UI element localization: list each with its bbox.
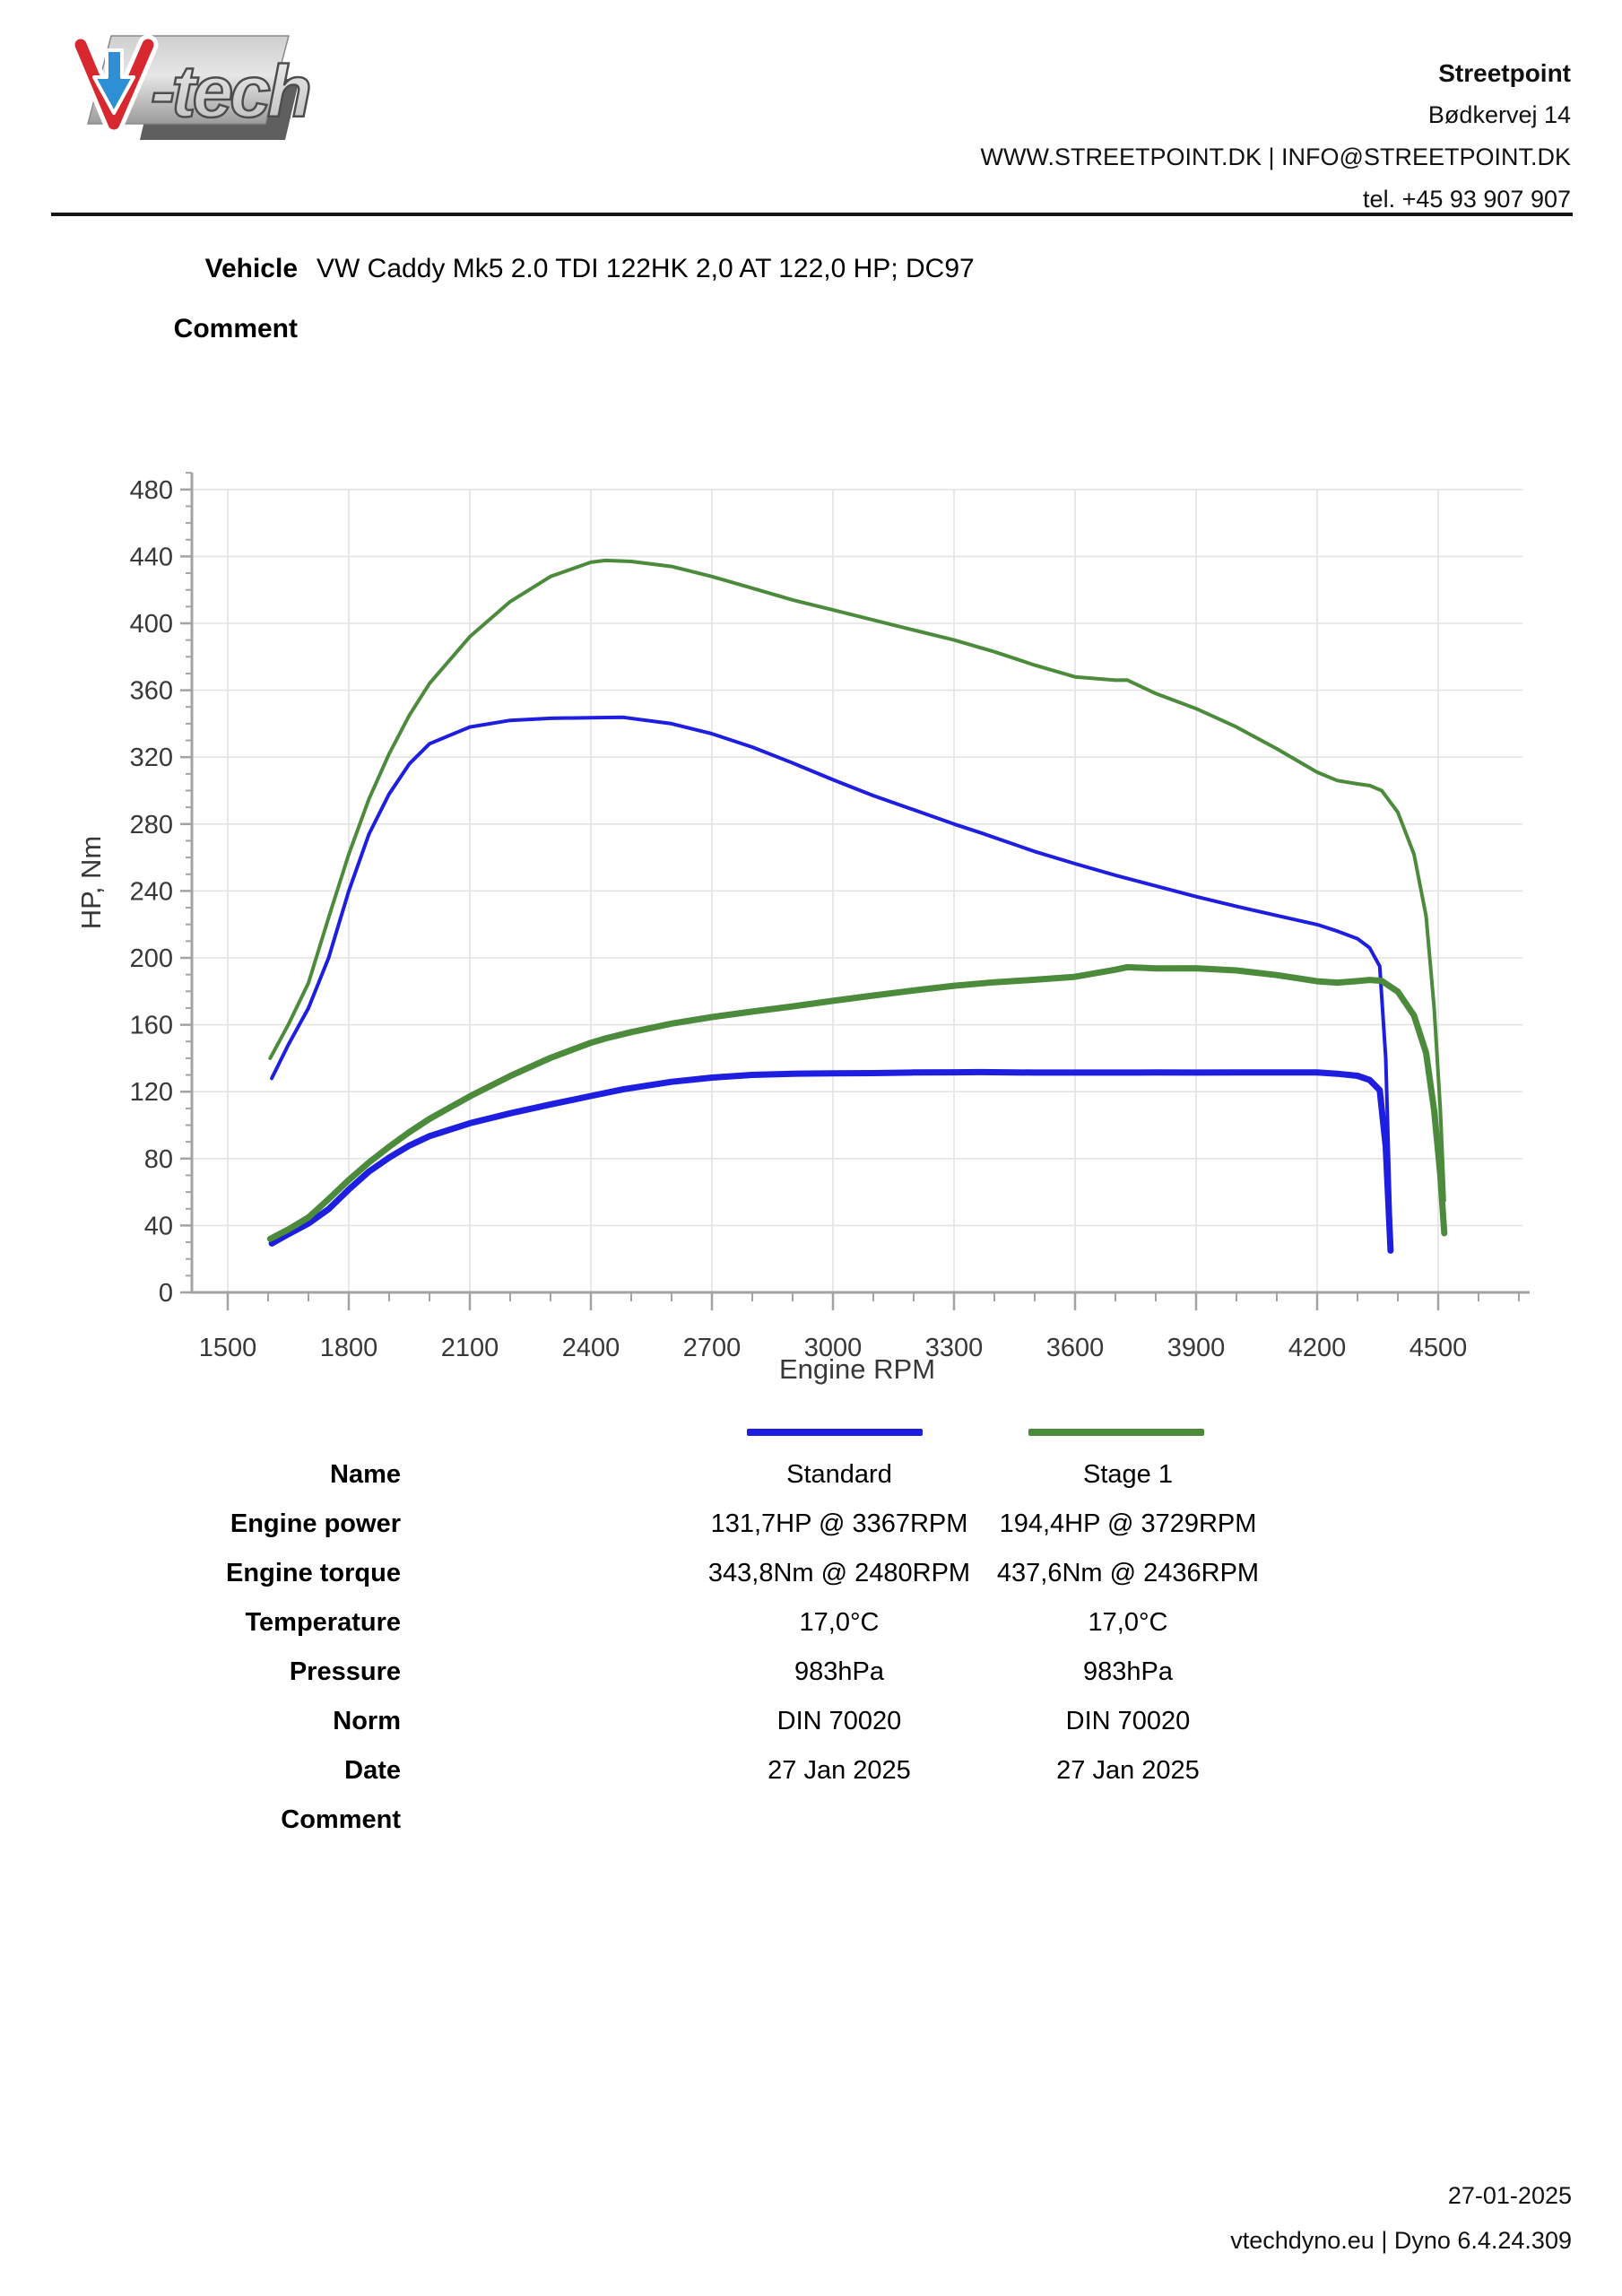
row-label: Engine power — [230, 1509, 401, 1538]
row-label: Norm — [333, 1707, 401, 1735]
standard-norm: DIN 70020 — [776, 1707, 902, 1735]
y-tick-label: 360 — [130, 677, 173, 706]
table-row: Temperature 17,0°C 17,0°C — [0, 1598, 1622, 1648]
row-label: Date — [344, 1756, 401, 1785]
series-standard-torque-line — [270, 715, 1392, 1228]
y-tick-label: 0 — [159, 1279, 173, 1308]
standard-date: 27 Jan 2025 — [768, 1756, 911, 1785]
y-tick-label: 80 — [144, 1145, 173, 1174]
standard-pressure: 983hPa — [794, 1657, 884, 1686]
company-web-email: WWW.STREETPOINT.DK | INFO@STREETPOINT.DK — [980, 144, 1571, 170]
footer-date: 27-01-2025 — [1447, 2182, 1572, 2209]
y-tick-label: 120 — [130, 1078, 173, 1107]
table-row: Comment — [0, 1796, 1622, 1845]
stage1-comment — [922, 1796, 1334, 1845]
x-axis-title: Engine RPM — [779, 1353, 935, 1385]
standard-temperature: 17,0°C — [799, 1608, 880, 1637]
stage1-name: Stage 1 — [1083, 1460, 1173, 1489]
legend-swatch-standard — [747, 1429, 923, 1436]
table-row: Engine power 131,7HP @ 3367RPM 194,4HP @… — [0, 1500, 1622, 1549]
table-row: Engine torque 343,8Nm @ 2480RPM 437,6Nm … — [0, 1549, 1622, 1598]
x-tick-label: 3300 — [925, 1334, 984, 1362]
y-axis-title: HP, Nm — [75, 836, 107, 930]
y-tick-label: 320 — [130, 744, 173, 772]
footer: 27-01-2025 vtechdyno.eu | Dyno 6.4.24.30… — [1230, 2173, 1572, 2263]
stage1-norm: DIN 70020 — [1065, 1707, 1191, 1735]
footer-app-version: vtechdyno.eu | Dyno 6.4.24.309 — [1230, 2227, 1572, 2254]
row-label: Temperature — [245, 1608, 401, 1637]
x-tick-label: 3000 — [804, 1334, 863, 1362]
logo-text: -tech — [151, 51, 309, 133]
table-row: Pressure 983hPa 983hPa — [0, 1648, 1622, 1697]
table-row: Name Standard Stage 1 — [0, 1450, 1622, 1500]
x-tick-label: 1500 — [199, 1334, 257, 1362]
company-name: Streetpoint — [1438, 59, 1571, 87]
vehicle-label: Vehicle — [204, 254, 298, 283]
row-label: Name — [330, 1460, 401, 1489]
y-tick-label: 240 — [130, 877, 173, 906]
y-tick-label: 200 — [130, 944, 173, 973]
standard-power: 131,7HP @ 3367RPM — [710, 1509, 968, 1538]
legend-swatch-stage1 — [1028, 1429, 1204, 1436]
stage1-temperature: 17,0°C — [1088, 1608, 1168, 1637]
x-tick-label: 1800 — [320, 1334, 378, 1362]
x-tick-label: 4200 — [1288, 1334, 1347, 1362]
stage1-date: 27 Jan 2025 — [1056, 1756, 1200, 1785]
row-label: Pressure — [289, 1657, 401, 1686]
spec-table: Name Standard Stage 1 Engine power 131,7… — [0, 1450, 1622, 1845]
series-stage-1-power-line — [266, 963, 1448, 1242]
x-tick-label: 3600 — [1046, 1334, 1105, 1362]
company-phone: tel. +45 93 907 907 — [1363, 186, 1571, 213]
header-divider — [51, 213, 1573, 216]
logo-v-arrow-icon — [70, 34, 159, 135]
x-tick-label: 2100 — [441, 1334, 499, 1362]
stage1-power: 194,4HP @ 3729RPM — [999, 1509, 1257, 1538]
series-standard-power-line — [268, 1068, 1394, 1254]
stage1-torque: 437,6Nm @ 2436RPM — [996, 1559, 1260, 1587]
x-tick-label: 4500 — [1409, 1334, 1468, 1362]
comment-label: Comment — [173, 314, 298, 344]
x-tick-label: 2400 — [562, 1334, 620, 1362]
y-tick-label: 480 — [130, 476, 173, 505]
vtech-logo: -tech — [70, 34, 314, 140]
row-label: Comment — [281, 1805, 401, 1834]
y-tick-label: 400 — [130, 610, 173, 639]
vehicle-value: VW Caddy Mk5 2.0 TDI 122HK 2,0 AT 122,0 … — [317, 254, 975, 283]
x-tick-label: 2700 — [683, 1334, 742, 1362]
y-tick-label: 280 — [130, 811, 173, 839]
x-tick-label: 3900 — [1167, 1334, 1226, 1362]
vehicle-row: Vehicle VW Caddy Mk5 2.0 TDI 122HK 2,0 A… — [0, 254, 1622, 288]
standard-name: Standard — [786, 1460, 892, 1489]
stage1-pressure: 983hPa — [1083, 1657, 1173, 1686]
y-tick-label: 40 — [144, 1212, 173, 1240]
standard-torque: 343,8Nm @ 2480RPM — [707, 1559, 971, 1587]
series-stage-1-torque-line — [268, 558, 1446, 1203]
y-tick-label: 160 — [130, 1012, 173, 1040]
table-row: Date 27 Jan 2025 27 Jan 2025 — [0, 1746, 1622, 1796]
header-contact-block: Streetpoint Bødkervej 14 WWW.STREETPOINT… — [981, 52, 1571, 221]
company-address: Bødkervej 14 — [1427, 101, 1571, 128]
table-row: Norm DIN 70020 DIN 70020 — [0, 1697, 1622, 1746]
row-label: Engine torque — [226, 1559, 401, 1587]
y-tick-label: 440 — [130, 543, 173, 571]
